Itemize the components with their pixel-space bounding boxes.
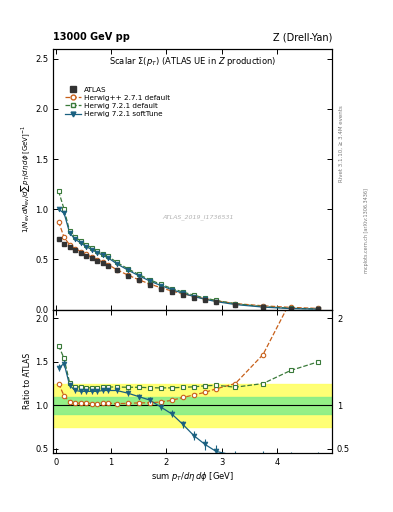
Text: 13000 GeV pp: 13000 GeV pp [53, 32, 130, 42]
Text: Scalar $\Sigma(p_T)$ (ATLAS UE in $Z$ production): Scalar $\Sigma(p_T)$ (ATLAS UE in $Z$ pr… [109, 55, 276, 68]
Y-axis label: Ratio to ATLAS: Ratio to ATLAS [23, 353, 32, 410]
Text: ATLAS_2019_I1736531: ATLAS_2019_I1736531 [162, 214, 234, 220]
X-axis label: sum $p_T/d\eta\, d\phi$ [GeV]: sum $p_T/d\eta\, d\phi$ [GeV] [151, 470, 234, 483]
Y-axis label: $1/N_{\rm ev}\,dN_{\rm ev}/d\sum p_T/d\eta\,d\phi\;[{\rm GeV}]^{-1}$: $1/N_{\rm ev}\,dN_{\rm ev}/d\sum p_T/d\e… [19, 125, 32, 233]
Text: Z (Drell-Yan): Z (Drell-Yan) [273, 32, 332, 42]
Text: mcplots.cern.ch [arXiv:1306.3436]: mcplots.cern.ch [arXiv:1306.3436] [364, 188, 369, 273]
Legend: ATLAS, Herwig++ 2.7.1 default, Herwig 7.2.1 default, Herwig 7.2.1 softTune: ATLAS, Herwig++ 2.7.1 default, Herwig 7.… [62, 83, 173, 120]
Text: Rivet 3.1.10, ≥ 3.4M events: Rivet 3.1.10, ≥ 3.4M events [339, 105, 344, 182]
Bar [53, 383, 332, 427]
Bar [53, 397, 332, 414]
